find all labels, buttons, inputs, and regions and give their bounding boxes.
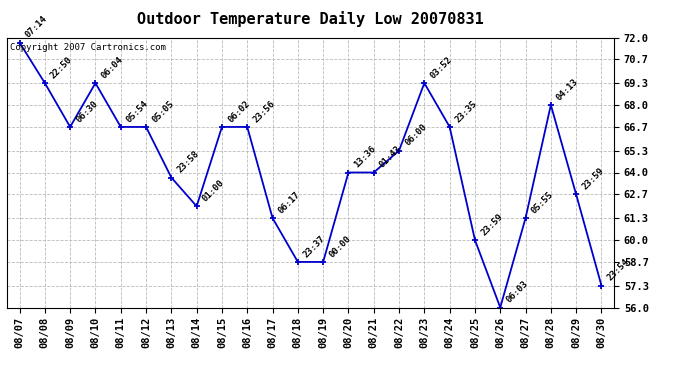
Text: 07:14: 07:14 — [23, 14, 49, 40]
Text: 00:00: 00:00 — [327, 234, 353, 259]
Text: 03:52: 03:52 — [428, 55, 454, 80]
Text: 23:59: 23:59 — [580, 166, 606, 192]
Text: 06:04: 06:04 — [99, 55, 125, 80]
Text: Copyright 2007 Cartronics.com: Copyright 2007 Cartronics.com — [10, 43, 166, 52]
Text: 23:54: 23:54 — [606, 257, 631, 283]
Text: 23:35: 23:35 — [454, 99, 479, 124]
Text: 05:55: 05:55 — [530, 190, 555, 215]
Text: 06:00: 06:00 — [403, 122, 428, 148]
Text: 05:05: 05:05 — [150, 99, 175, 124]
Text: 04:13: 04:13 — [555, 77, 580, 102]
Text: 05:54: 05:54 — [125, 99, 150, 124]
Text: 23:56: 23:56 — [251, 99, 277, 124]
Text: 23:37: 23:37 — [302, 234, 327, 259]
Text: 06:30: 06:30 — [75, 99, 99, 124]
Text: 06:17: 06:17 — [277, 190, 302, 215]
Text: 01:00: 01:00 — [201, 178, 226, 204]
Text: 22:50: 22:50 — [49, 55, 75, 80]
Text: 13:36: 13:36 — [353, 144, 378, 170]
Text: 23:59: 23:59 — [479, 212, 504, 237]
Text: 01:43: 01:43 — [378, 144, 403, 170]
Text: 23:58: 23:58 — [175, 149, 201, 175]
Text: Outdoor Temperature Daily Low 20070831: Outdoor Temperature Daily Low 20070831 — [137, 11, 484, 27]
Text: 06:03: 06:03 — [504, 279, 530, 305]
Text: 06:02: 06:02 — [226, 99, 251, 124]
